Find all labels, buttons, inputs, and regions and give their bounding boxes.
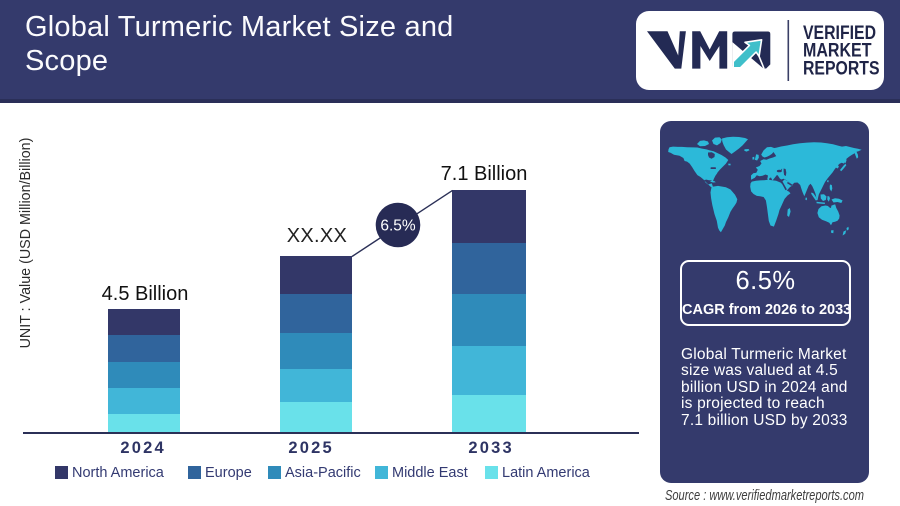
svg-text:REPORTS: REPORTS [803,58,880,80]
svg-text:6.5%: 6.5% [380,218,416,235]
svg-text:Source : www.verifiedmarketrep: Source : www.verifiedmarketreports.com [665,488,864,504]
svg-text:VERIFIED: VERIFIED [803,22,876,44]
svg-text:MARKET: MARKET [803,40,872,62]
